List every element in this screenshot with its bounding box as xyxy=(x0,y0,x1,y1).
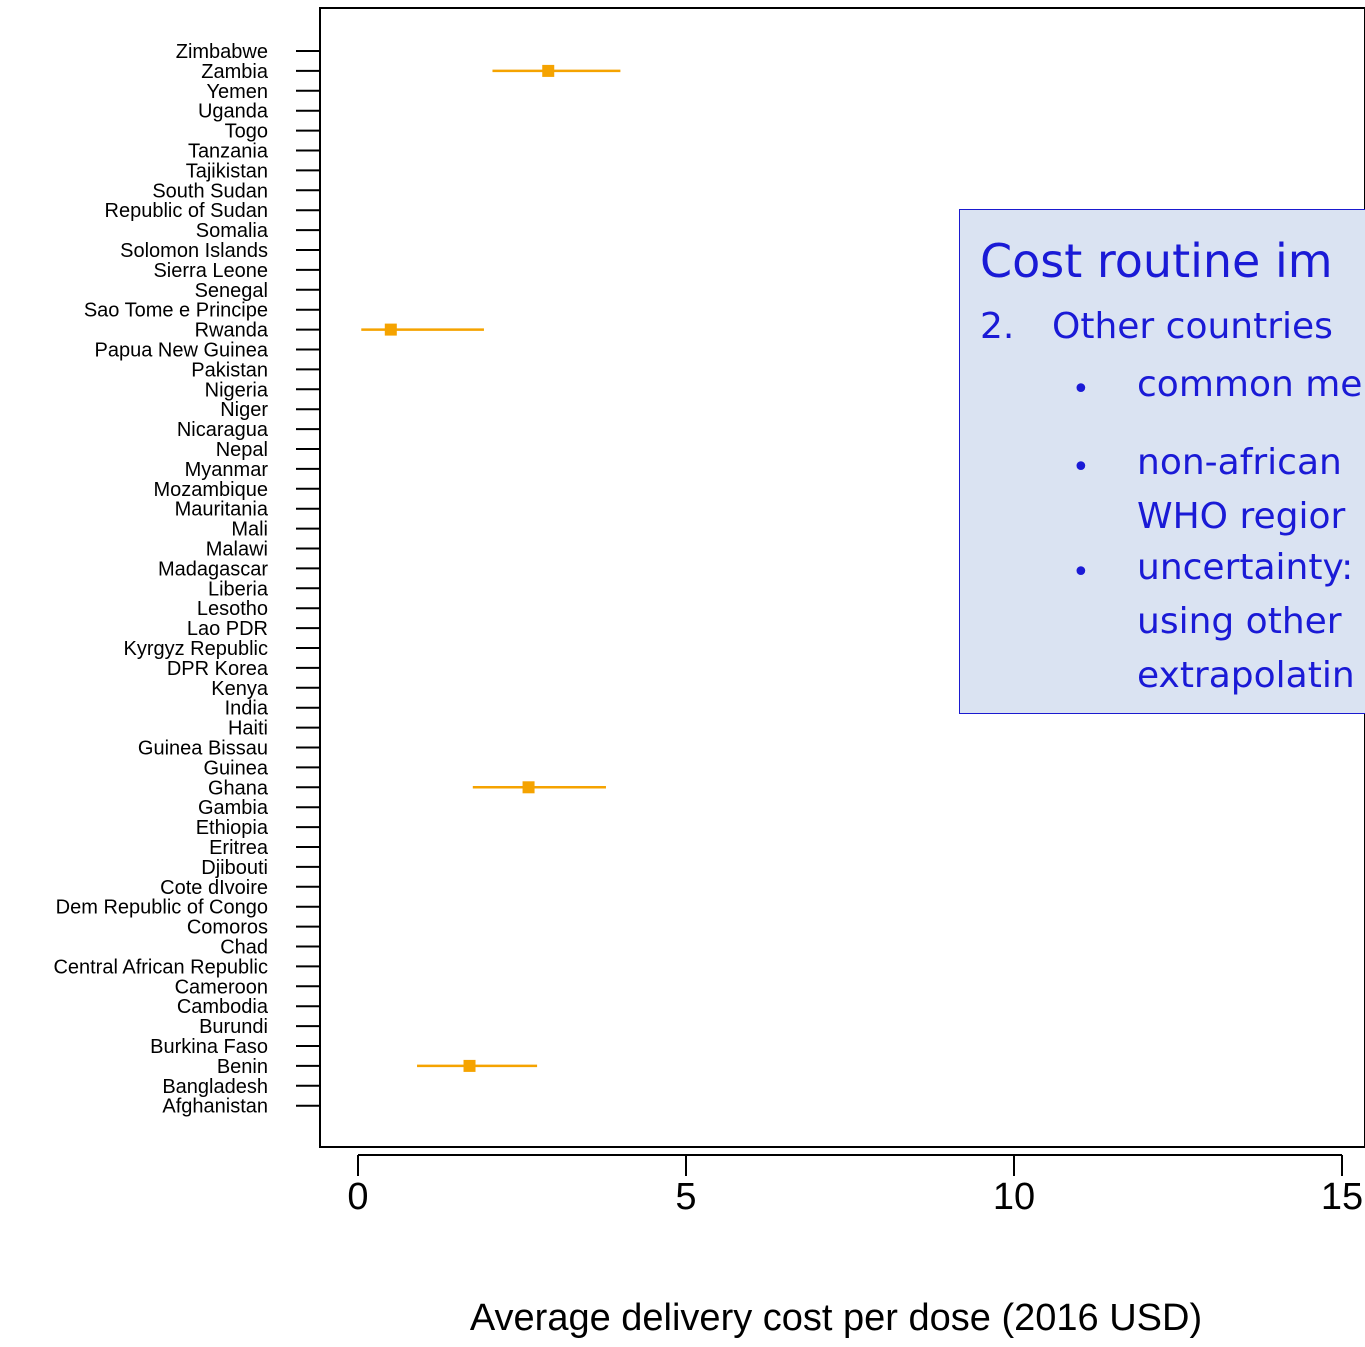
y-tick-label: Zambia xyxy=(201,61,269,83)
y-tick-label: Afghanistan xyxy=(162,1096,268,1118)
y-tick-label: Comoros xyxy=(187,917,268,939)
y-tick-label: Mali xyxy=(231,519,268,541)
callout-box: Cost routine im 2. Other countries • comm… xyxy=(959,209,1365,714)
y-tick-label: Senegal xyxy=(195,280,268,302)
y-tick-label: Kyrgyz Republic xyxy=(123,638,268,660)
callout-line-6: extrapolatin xyxy=(1137,655,1355,696)
y-tick-label: Cote dIvoire xyxy=(160,877,268,899)
y-tick-label: India xyxy=(225,698,269,720)
y-tick-label: Haiti xyxy=(228,718,268,740)
y-tick-label: Zimbabwe xyxy=(176,41,268,63)
point-ghana xyxy=(522,781,535,794)
plot-frame xyxy=(319,7,1365,1148)
x-axis-label: Average delivery cost per dose (2016 USD… xyxy=(470,1297,1202,1339)
y-tick-label: Mozambique xyxy=(153,479,268,501)
y-tick-label: Mauritania xyxy=(175,499,269,521)
y-tick-label: Ghana xyxy=(208,777,269,799)
point-benin xyxy=(463,1059,476,1072)
y-tick-label: Malawi xyxy=(206,539,268,561)
y-tick-label: Niger xyxy=(220,399,268,421)
y-tick-label: Bangladesh xyxy=(162,1076,268,1098)
y-tick-label: Myanmar xyxy=(185,459,269,481)
y-tick-label: Yemen xyxy=(206,81,268,103)
y-tick-label: Guinea xyxy=(204,757,269,779)
y-tick-label: Cameroon xyxy=(175,976,268,998)
y-tick-label: Eritrea xyxy=(209,837,269,859)
callout-item-number: 2. xyxy=(980,306,1015,347)
y-tick-label: Sao Tome e Principe xyxy=(84,300,268,322)
y-tick-label: Ethiopia xyxy=(196,817,269,839)
callout-list-item: 2. Other countries xyxy=(980,306,1333,347)
y-tick-label: Burkina Faso xyxy=(150,1036,268,1058)
y-tick-label: Togo xyxy=(225,121,268,143)
callout-line-2: non-african xyxy=(1137,442,1342,483)
x-tick-label: 0 xyxy=(347,1176,368,1218)
y-tick-label: Pakistan xyxy=(191,359,268,381)
y-tick-label: Guinea Bissau xyxy=(138,738,268,760)
y-tick-label: Liberia xyxy=(208,578,269,600)
y-tick-label: Gambia xyxy=(198,797,269,819)
point-zambia xyxy=(542,64,555,77)
y-tick-label: DPR Korea xyxy=(167,658,269,680)
x-tick-label: 5 xyxy=(675,1176,696,1218)
y-tick-label: Kenya xyxy=(211,678,269,700)
callout-title: Cost routine im xyxy=(980,234,1333,288)
callout-line-3: WHO regior xyxy=(1137,496,1346,537)
y-tick-label: Lesotho xyxy=(197,598,268,620)
x-tick-label: 10 xyxy=(993,1176,1035,1218)
callout-item-text: Other countries xyxy=(1052,306,1333,347)
y-tick-label: Dem Republic of Congo xyxy=(56,897,268,919)
y-tick-label: Somalia xyxy=(196,220,269,242)
y-tick-label: Madagascar xyxy=(158,558,268,580)
x-axis: 0 5 10 15 xyxy=(347,1154,1363,1218)
y-tick-label: Tajikistan xyxy=(186,160,268,182)
y-tick-label: Benin xyxy=(217,1056,268,1078)
callout-line-4: uncertainty: xyxy=(1137,547,1354,588)
x-tick-label: 15 xyxy=(1321,1176,1363,1218)
y-tick-label: Solomon Islands xyxy=(120,240,268,262)
data-marks xyxy=(361,64,621,1072)
y-tick-label: Uganda xyxy=(198,101,269,123)
y-tick-label: Nigeria xyxy=(205,379,269,401)
y-tick-label: Central African Republic xyxy=(53,956,268,978)
y-tick-label: Rwanda xyxy=(195,320,269,342)
y-tick-label: Tanzania xyxy=(188,141,269,163)
callout-line-1: common me xyxy=(1137,364,1363,405)
bullet-2: • xyxy=(1072,450,1090,485)
y-tick-label: Republic of Sudan xyxy=(105,200,268,222)
y-tick-label: Nepal xyxy=(216,439,268,461)
bullet-3: • xyxy=(1072,555,1090,590)
y-tick-label: Chad xyxy=(220,937,268,959)
y-tick-label: South Sudan xyxy=(152,180,268,202)
callout-line-5: using other xyxy=(1137,601,1342,642)
y-tick-label: Burundi xyxy=(199,1016,268,1038)
y-axis: ZimbabweZambiaYemenUgandaTogoTanzaniaTaj… xyxy=(53,41,320,1118)
y-tick-label: Cambodia xyxy=(177,996,269,1018)
y-tick-label: Nicaragua xyxy=(177,419,269,441)
bullet-1: • xyxy=(1072,372,1090,407)
point-rwanda xyxy=(384,323,397,336)
y-tick-label: Djibouti xyxy=(201,857,268,879)
y-tick-label: Sierra Leone xyxy=(153,260,268,282)
y-tick-label: Papua New Guinea xyxy=(95,340,269,362)
y-tick-label: Lao PDR xyxy=(187,618,268,640)
